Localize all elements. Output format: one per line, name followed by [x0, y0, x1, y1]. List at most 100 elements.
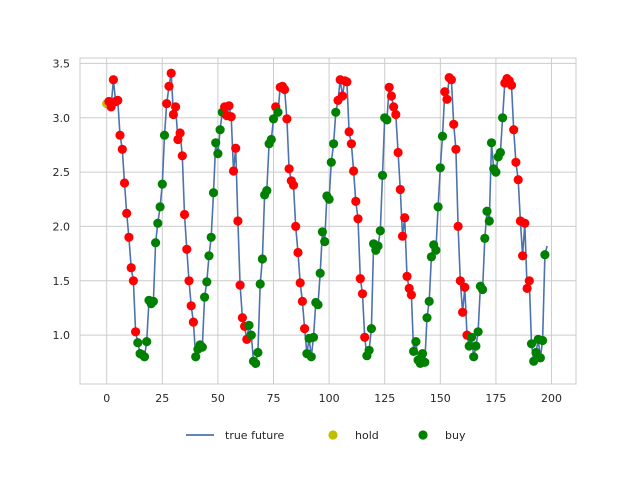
buy-point	[326, 157, 336, 167]
buy-point	[157, 179, 167, 189]
buy-point	[206, 232, 216, 242]
sell-point	[391, 109, 401, 120]
y-tick-label: 2.5	[53, 166, 71, 179]
buy-point	[213, 149, 223, 159]
sell-point	[509, 125, 519, 135]
buy-point	[486, 138, 497, 148]
sell-point	[295, 278, 305, 288]
buy-point	[420, 357, 430, 367]
sell-point	[342, 77, 352, 87]
buy-point	[246, 330, 256, 340]
buy-point	[197, 342, 207, 352]
buy-point	[464, 341, 474, 351]
buy-point	[422, 313, 432, 323]
buy-point	[204, 251, 214, 261]
sell-point	[226, 112, 236, 122]
sell-point	[357, 289, 368, 299]
sell-point	[397, 231, 408, 241]
sell-point	[108, 75, 118, 85]
sell-point	[353, 214, 363, 224]
sell-point	[124, 232, 134, 242]
buy-point	[244, 320, 254, 330]
sell-point	[384, 82, 394, 92]
buy-point	[411, 337, 421, 347]
x-tick-label: 100	[319, 392, 340, 405]
sell-point	[351, 196, 361, 206]
y-tick-label: 3.5	[53, 57, 71, 70]
buy-point	[313, 300, 323, 310]
x-tick-label: 75	[267, 392, 281, 405]
sell-point	[186, 301, 196, 311]
x-tick-label: 0	[103, 392, 110, 405]
buy-point	[364, 345, 374, 355]
buy-point	[191, 352, 201, 362]
sell-point	[131, 327, 141, 337]
buy-point	[208, 188, 219, 198]
buy-point	[257, 254, 267, 264]
legend-hold-marker	[328, 430, 338, 440]
sell-point	[175, 128, 185, 138]
sell-point	[162, 99, 172, 109]
buy-point	[159, 130, 170, 140]
buy-point	[151, 238, 161, 248]
buy-point	[382, 115, 392, 125]
sell-point	[458, 307, 468, 317]
sell-point	[349, 166, 359, 176]
buy-point	[478, 284, 488, 295]
sell-point	[171, 102, 181, 112]
sell-point	[449, 119, 459, 129]
sell-point	[513, 175, 523, 185]
buy-point	[306, 352, 316, 362]
x-tick-label: 150	[430, 392, 451, 405]
sell-point	[300, 324, 310, 334]
buy-point	[484, 216, 494, 226]
sell-point	[166, 68, 176, 78]
sell-point	[520, 218, 530, 228]
sell-point	[179, 209, 190, 220]
buy-point	[495, 147, 505, 158]
sell-point	[440, 87, 450, 97]
buy-point	[526, 339, 537, 349]
buy-point	[142, 337, 152, 347]
buy-point	[473, 327, 483, 337]
buy-point	[466, 332, 477, 342]
sell-point	[297, 296, 307, 306]
sell-point	[389, 102, 399, 112]
sell-point	[235, 280, 245, 290]
sell-point	[177, 151, 187, 161]
legend-label-true-future: true future	[225, 429, 284, 442]
sell-point	[280, 84, 290, 95]
buy-point	[535, 353, 546, 363]
sell-point	[168, 109, 178, 120]
buy-point	[251, 358, 261, 368]
sell-point	[228, 166, 239, 176]
buy-point	[377, 170, 388, 180]
sell-point	[282, 114, 292, 124]
sell-point	[406, 290, 416, 300]
sell-point	[395, 184, 405, 195]
buy-point	[540, 250, 550, 260]
sell-point	[522, 283, 532, 293]
signal-points	[102, 68, 550, 368]
buy-point	[155, 202, 165, 212]
sell-point	[231, 143, 241, 153]
buy-point	[255, 279, 265, 289]
legend-buy-marker	[418, 430, 428, 440]
sell-point	[188, 317, 198, 327]
buy-point	[424, 296, 434, 306]
buy-point	[373, 241, 383, 251]
sell-point	[224, 101, 234, 111]
buy-point	[491, 167, 501, 177]
buy-point	[253, 347, 263, 358]
sell-point	[128, 276, 138, 286]
buy-point	[471, 341, 481, 351]
sell-point	[400, 213, 410, 223]
sell-point	[182, 244, 192, 254]
sell-point	[346, 139, 356, 149]
sell-point	[233, 216, 243, 226]
sell-point	[293, 247, 303, 258]
sell-point	[164, 81, 174, 91]
sell-point	[344, 127, 354, 137]
